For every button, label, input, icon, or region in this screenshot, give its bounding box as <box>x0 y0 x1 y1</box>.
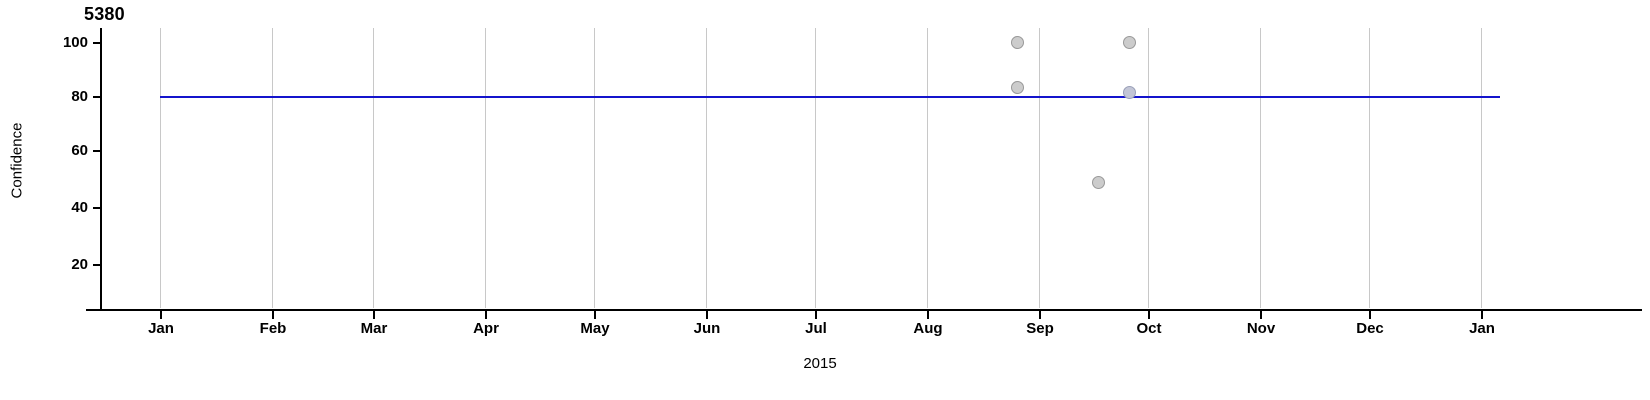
x-tick-mark <box>272 311 274 319</box>
y-tick-mark <box>93 96 100 98</box>
x-axis-title: 2015 <box>803 355 837 372</box>
x-tick-label-nov: Nov <box>1246 320 1276 337</box>
y-axis-line <box>100 28 102 311</box>
gridline-dec <box>1369 28 1370 308</box>
x-tick-mark <box>1369 311 1371 319</box>
x-tick-label-feb: Feb <box>259 320 287 337</box>
x-tick-label-mar: Mar <box>360 320 388 337</box>
x-tick-mark <box>160 311 162 319</box>
x-tick-label-sep: Sep <box>1026 320 1054 337</box>
gridline-mar <box>373 28 374 308</box>
data-point[interactable] <box>1123 36 1136 49</box>
data-point[interactable] <box>1011 36 1024 49</box>
y-tick-mark <box>93 42 100 44</box>
x-tick-label-oct: Oct <box>1136 320 1162 337</box>
gridline-jan <box>160 28 161 308</box>
data-point[interactable] <box>1011 81 1024 94</box>
x-tick-mark <box>1039 311 1041 319</box>
x-tick-mark <box>706 311 708 319</box>
data-point[interactable] <box>1092 176 1105 189</box>
gridline-sep <box>1039 28 1040 308</box>
y-tick-mark <box>93 150 100 152</box>
y-tick-label-20: 20 <box>71 256 88 273</box>
y-tick-label-80: 80 <box>71 88 88 105</box>
x-tick-mark <box>1481 311 1483 319</box>
x-tick-label-jan2: Jan <box>1469 320 1495 337</box>
x-tick-label-jul: Jul <box>805 320 827 337</box>
gridline-nov <box>1260 28 1261 308</box>
x-axis-line <box>86 309 1642 311</box>
x-tick-mark <box>1148 311 1150 319</box>
reference-line-80 <box>160 96 1500 98</box>
x-tick-label-may: May <box>580 320 610 337</box>
y-tick-mark <box>93 264 100 266</box>
chart-title: 5380 <box>84 4 125 24</box>
y-tick-label-40: 40 <box>71 199 88 216</box>
x-tick-mark <box>594 311 596 319</box>
gridline-apr <box>485 28 486 308</box>
data-point[interactable] <box>1123 86 1136 99</box>
y-axis-title: Confidence <box>8 122 26 199</box>
gridline-feb <box>272 28 273 308</box>
y-tick-label-100: 100 <box>62 34 88 51</box>
x-tick-label-jan: Jan <box>148 320 174 337</box>
y-tick-mark <box>93 207 100 209</box>
x-tick-mark <box>485 311 487 319</box>
x-tick-label-jun: Jun <box>693 320 721 337</box>
gridline-oct <box>1148 28 1149 308</box>
x-tick-mark <box>927 311 929 319</box>
x-tick-label-apr: Apr <box>473 320 499 337</box>
x-tick-mark <box>1260 311 1262 319</box>
gridline-jan-next <box>1481 28 1482 308</box>
x-tick-label-aug: Aug <box>913 320 943 337</box>
gridline-jun <box>706 28 707 308</box>
gridline-jul <box>815 28 816 308</box>
x-tick-mark <box>815 311 817 319</box>
x-tick-label-dec: Dec <box>1356 320 1384 337</box>
gridline-may <box>594 28 595 308</box>
gridline-aug <box>927 28 928 308</box>
x-tick-mark <box>373 311 375 319</box>
y-tick-label-60: 60 <box>71 142 88 159</box>
